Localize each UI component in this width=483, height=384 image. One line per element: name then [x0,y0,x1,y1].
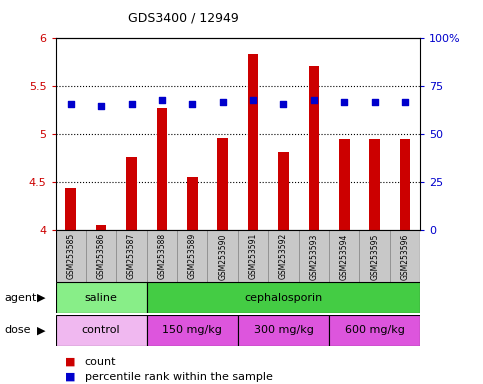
Text: saline: saline [85,293,117,303]
Bar [369,139,380,230]
Bar [390,230,420,282]
Bar [65,188,76,230]
Bar [56,282,147,313]
Point [249,97,257,103]
Bar [116,230,147,282]
Bar [339,139,350,230]
Bar [329,230,359,282]
Bar [156,108,167,230]
Point [67,101,74,107]
Bar [298,230,329,282]
Text: count: count [85,357,116,367]
Bar [329,315,420,346]
Point [97,103,105,109]
Bar [187,177,198,230]
Bar [147,230,177,282]
Text: ■: ■ [65,357,76,367]
Bar [208,230,238,282]
Text: GSM253593: GSM253593 [309,233,318,280]
Point [310,97,318,103]
Bar [248,54,258,230]
Text: GSM253590: GSM253590 [218,233,227,280]
Text: cephalosporin: cephalosporin [244,293,323,303]
Text: GSM253595: GSM253595 [370,233,379,280]
Bar [147,315,238,346]
Text: GSM253586: GSM253586 [97,233,106,280]
Point [371,99,379,105]
Point [219,99,227,105]
Point [188,101,196,107]
Bar [359,230,390,282]
Bar [400,139,411,230]
Bar [56,315,147,346]
Text: GDS3400 / 12949: GDS3400 / 12949 [128,12,239,25]
Bar [86,230,116,282]
Bar [238,230,268,282]
Text: GSM253592: GSM253592 [279,233,288,280]
Point [401,99,409,105]
Text: control: control [82,325,120,335]
Point [280,101,287,107]
Bar [147,282,420,313]
Point [128,101,135,107]
Text: GSM253587: GSM253587 [127,233,136,280]
Text: 150 mg/kg: 150 mg/kg [162,325,222,335]
Text: GSM253596: GSM253596 [400,233,410,280]
Bar [126,157,137,230]
Text: agent: agent [5,293,37,303]
Point [158,97,166,103]
Bar [268,230,298,282]
Text: GSM253588: GSM253588 [157,233,167,280]
Bar [217,138,228,230]
Point [341,99,348,105]
Text: 300 mg/kg: 300 mg/kg [254,325,313,335]
Bar [177,230,208,282]
Text: GSM253594: GSM253594 [340,233,349,280]
Text: ▶: ▶ [37,325,45,335]
Bar [96,225,106,230]
Text: GSM253589: GSM253589 [188,233,197,280]
Bar [309,66,319,230]
Bar [238,315,329,346]
Text: ▶: ▶ [37,293,45,303]
Text: GSM253591: GSM253591 [249,233,257,280]
Bar [56,230,86,282]
Text: ■: ■ [65,372,76,382]
Bar [278,152,289,230]
Text: dose: dose [5,325,31,335]
Text: 600 mg/kg: 600 mg/kg [345,325,405,335]
Text: GSM253585: GSM253585 [66,233,75,280]
Text: percentile rank within the sample: percentile rank within the sample [85,372,272,382]
